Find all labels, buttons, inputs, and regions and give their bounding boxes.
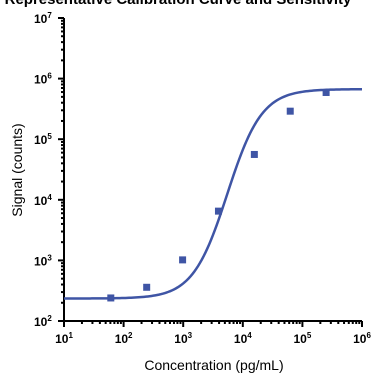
- x-tick-label: 104: [234, 331, 252, 346]
- data-point: [214, 207, 222, 215]
- x-axis-label: Concentration (pg/mL): [144, 357, 283, 373]
- y-tick-label: 107: [34, 11, 52, 26]
- y-tick-label: 106: [34, 72, 52, 87]
- x-tick-label: 103: [174, 331, 192, 346]
- x-tick-label: 106: [353, 331, 371, 346]
- data-point: [143, 283, 151, 291]
- x-axis-ticks: 101 102 103 104 105 106: [55, 321, 371, 346]
- chart-title: Representative Calibration Curve and Sen…: [5, 0, 352, 8]
- y-tick-label: 105: [34, 132, 52, 147]
- y-tick-label: 102: [34, 314, 52, 329]
- data-point: [107, 294, 115, 302]
- x-tick-label: 101: [55, 331, 73, 346]
- x-tick-label: 102: [115, 331, 133, 346]
- y-axis-label: Signal (counts): [9, 123, 25, 216]
- y-axis-ticks: 102 103 104 105 106 107: [34, 11, 64, 329]
- y-tick-label: 103: [34, 253, 52, 268]
- data-point: [322, 88, 330, 96]
- fit-curve: [64, 87, 362, 300]
- x-tick-label: 105: [293, 331, 311, 346]
- data-point: [286, 107, 294, 115]
- data-point: [250, 150, 258, 158]
- y-tick-label: 104: [34, 193, 52, 208]
- data-point: [179, 256, 187, 264]
- data-markers: [107, 88, 330, 302]
